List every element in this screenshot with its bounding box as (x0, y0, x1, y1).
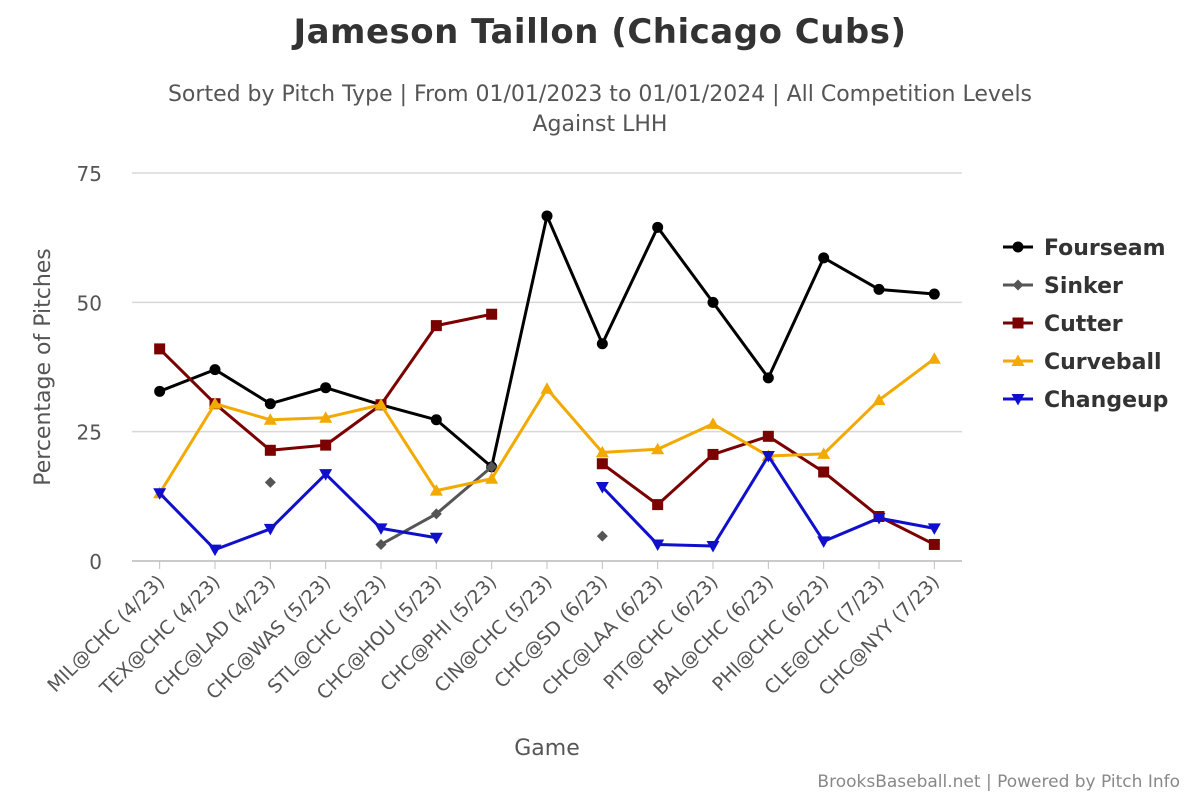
data-point-cutter[interactable] (430, 320, 442, 332)
data-point-fourseam[interactable] (209, 364, 221, 376)
data-point-changeup[interactable] (208, 544, 222, 557)
series-fourseam (154, 210, 940, 473)
legend-marker-curveball[interactable] (1011, 354, 1025, 367)
data-point-sinker[interactable] (596, 530, 608, 542)
y-tick-label: 50 (77, 291, 102, 315)
legend-item-fourseam[interactable]: Fourseam (1003, 236, 1166, 261)
data-point-fourseam[interactable] (652, 221, 664, 233)
data-point-changeup[interactable] (651, 539, 665, 551)
legend-marker-cutter[interactable] (1012, 317, 1024, 329)
data-point-cutter[interactable] (707, 448, 719, 460)
credits[interactable]: BrooksBaseball.net | Powered by Pitch In… (817, 772, 1180, 792)
data-point-curveball[interactable] (319, 411, 333, 423)
data-point-sinker[interactable] (375, 538, 387, 550)
data-point-fourseam[interactable] (818, 252, 830, 264)
data-point-sinker[interactable] (486, 461, 498, 473)
data-point-fourseam[interactable] (541, 210, 553, 222)
legend-label: Sinker (1044, 274, 1123, 299)
legend[interactable]: Fourseam Sinker Cutter Curveball Changeup (1003, 236, 1168, 413)
legend-label: Fourseam (1044, 236, 1166, 261)
data-point-curveball[interactable] (927, 352, 941, 364)
data-point-cutter[interactable] (264, 444, 276, 456)
data-point-fourseam[interactable] (430, 414, 442, 426)
data-point-changeup[interactable] (263, 523, 277, 536)
y-axis-title: Percentage of Pitches (31, 248, 56, 486)
data-point-fourseam[interactable] (873, 283, 885, 295)
legend-item-changeup[interactable]: Changeup (1003, 388, 1168, 413)
grid-lines (132, 172, 962, 562)
y-tick-label: 25 (77, 421, 102, 445)
data-point-changeup[interactable] (927, 523, 941, 535)
chart-subtitle-2: Against LHH (532, 112, 668, 137)
legend-label: Curveball (1044, 350, 1162, 375)
y-axis: 0 25 50 75 (77, 162, 102, 574)
legend-item-sinker[interactable]: Sinker (1003, 274, 1123, 299)
series-line-fourseam (158, 214, 936, 469)
data-point-fourseam[interactable] (707, 296, 719, 308)
data-point-changeup[interactable] (761, 450, 775, 463)
data-point-fourseam[interactable] (320, 382, 332, 394)
data-point-sinker[interactable] (264, 476, 276, 488)
data-point-curveball[interactable] (485, 472, 499, 484)
series-line-changeup (158, 472, 438, 552)
data-point-cutter[interactable] (928, 538, 940, 550)
series-group (153, 210, 941, 557)
data-point-changeup[interactable] (153, 488, 167, 500)
data-point-curveball[interactable] (208, 397, 222, 409)
data-point-fourseam[interactable] (154, 385, 166, 397)
data-point-curveball[interactable] (595, 445, 609, 458)
legend-item-curveball[interactable]: Curveball (1003, 350, 1162, 375)
data-point-cutter[interactable] (818, 466, 830, 478)
data-point-curveball[interactable] (540, 382, 554, 394)
y-tick-label: 75 (77, 162, 102, 186)
data-point-cutter[interactable] (596, 458, 608, 470)
data-point-fourseam[interactable] (928, 288, 940, 300)
data-point-curveball[interactable] (429, 484, 443, 496)
data-point-curveball[interactable] (263, 413, 277, 425)
data-point-fourseam[interactable] (596, 338, 608, 350)
data-point-cutter[interactable] (652, 499, 664, 511)
data-point-fourseam[interactable] (762, 372, 774, 384)
data-point-changeup[interactable] (872, 513, 886, 525)
legend-marker-sinker[interactable] (1012, 279, 1024, 291)
legend-label: Changeup (1044, 388, 1168, 413)
legend-item-cutter[interactable]: Cutter (1003, 312, 1123, 337)
data-point-curveball[interactable] (817, 447, 831, 459)
data-point-cutter[interactable] (486, 308, 498, 320)
legend-label: Cutter (1044, 312, 1123, 337)
series-cutter (154, 308, 940, 550)
data-point-curveball[interactable] (706, 417, 720, 429)
data-point-sinker[interactable] (430, 508, 442, 520)
x-axis: MIL@CHC (4/23)TEX@CHC (4/23)CHC@LAD (4/2… (43, 560, 962, 704)
data-point-changeup[interactable] (706, 540, 720, 553)
data-point-curveball[interactable] (374, 398, 388, 410)
data-point-cutter[interactable] (320, 439, 332, 451)
series-changeup (153, 450, 941, 557)
y-tick-label: 0 (89, 550, 102, 574)
x-axis-title: Game (514, 736, 580, 761)
data-point-cutter[interactable] (154, 343, 166, 355)
data-point-changeup[interactable] (595, 482, 609, 494)
series-line-curveball (158, 357, 936, 495)
data-point-changeup[interactable] (319, 469, 333, 481)
data-point-curveball[interactable] (651, 442, 665, 455)
chart-subtitle: Sorted by Pitch Type | From 01/01/2023 t… (167, 82, 1033, 107)
data-point-changeup[interactable] (374, 523, 388, 535)
data-point-fourseam[interactable] (264, 398, 276, 410)
data-point-changeup[interactable] (429, 532, 443, 545)
data-point-curveball[interactable] (872, 393, 886, 406)
data-point-changeup[interactable] (817, 536, 831, 548)
chart-title: Jameson Taillon (Chicago Cubs) (293, 12, 907, 52)
legend-marker-fourseam[interactable] (1012, 241, 1024, 253)
legend-marker-changeup[interactable] (1011, 394, 1025, 406)
data-point-cutter[interactable] (762, 430, 774, 442)
